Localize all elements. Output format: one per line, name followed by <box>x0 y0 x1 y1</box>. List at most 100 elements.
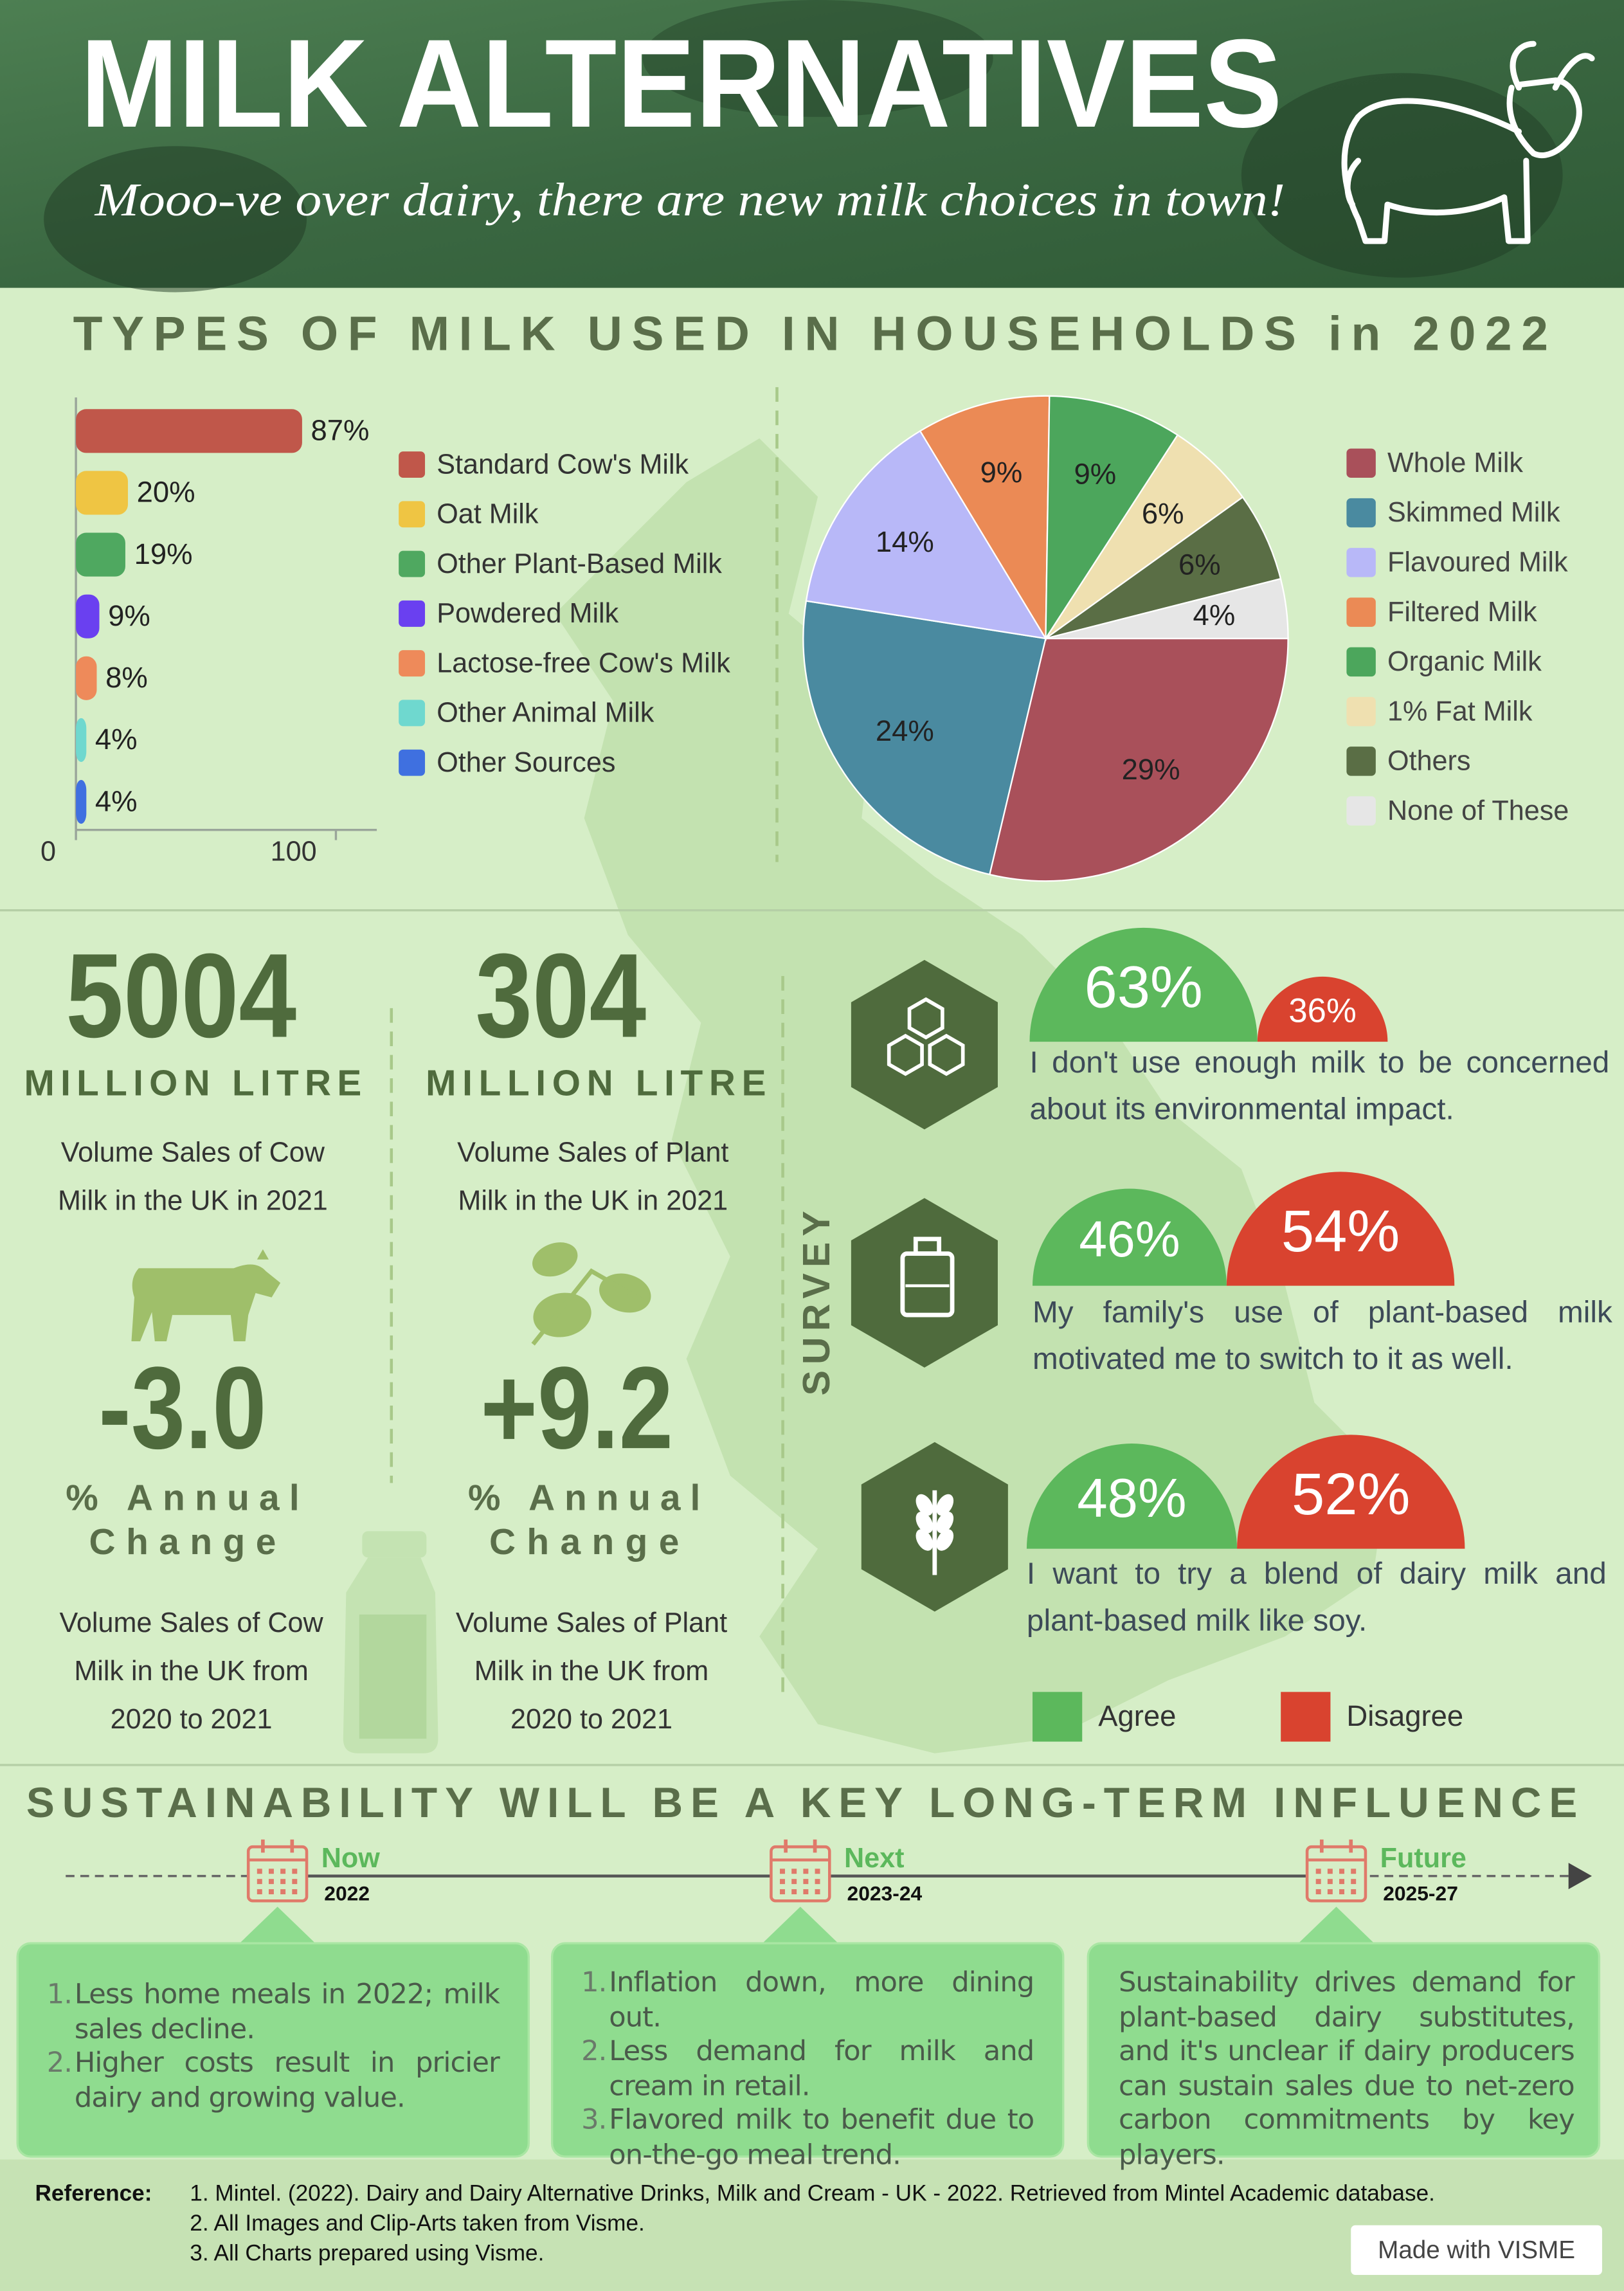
list-marker: 3. <box>581 2104 607 2137</box>
badge-text: Made with VISME <box>1378 2236 1575 2264</box>
bar <box>76 532 125 577</box>
legend-label: Skimmed Milk <box>1387 497 1560 528</box>
legend-swatch <box>1346 597 1376 627</box>
calendar-dot <box>268 1879 274 1885</box>
calendar-dot <box>257 1889 262 1895</box>
calendar-dot <box>780 1879 785 1885</box>
badge-box <box>1351 2225 1602 2275</box>
pie-slice <box>1045 496 1282 640</box>
subtitle: Mooo-ve over dairy, there are new milk c… <box>95 174 1285 226</box>
legend-swatch <box>1346 696 1376 727</box>
calendar-dot <box>815 1879 820 1885</box>
legend-swatch <box>399 650 426 677</box>
legend-label: Whole Milk <box>1387 448 1523 478</box>
bottle-icon <box>343 1531 438 1753</box>
hex-icon-part <box>887 1033 924 1076</box>
stage-date: 2023-24 <box>847 1882 923 1905</box>
legend-label: Lactose-free Cow's Milk <box>437 647 730 678</box>
list-item: 2. Less demand for milk and cream in reta… <box>581 2035 1034 2104</box>
calendar-dot <box>803 1869 809 1874</box>
value-label: 9% <box>1074 457 1117 490</box>
stat-unit: MILLION LITRE <box>426 1063 766 1103</box>
calendar-dot <box>257 1879 262 1885</box>
stat-description: Milk in the UK in 2021 <box>458 1186 728 1217</box>
calendar-dot <box>292 1889 298 1895</box>
legend-swatch <box>399 749 426 776</box>
calendar-dot <box>292 1869 298 1874</box>
stat-description: Volume Sales of Cow <box>61 1137 325 1168</box>
hexagon <box>851 1198 998 1368</box>
leaves-icon <box>531 1242 651 1346</box>
legend-swatch <box>1346 498 1376 528</box>
calendar-dot <box>1351 1869 1357 1874</box>
stage-box <box>550 1942 1065 2158</box>
stat-description: Volume Sales of Plant <box>457 1137 728 1168</box>
calendar-dot <box>1327 1879 1333 1885</box>
bar <box>76 409 302 453</box>
value-label: 54% <box>1281 1198 1400 1264</box>
calendar-dot <box>1351 1879 1357 1885</box>
value-label: 20% <box>137 476 195 509</box>
value-label: 6% <box>1178 548 1221 581</box>
value-label: 24% <box>876 714 934 747</box>
list-item: 3. Flavored milk to benefit due to on-the… <box>581 2104 1034 2173</box>
calendar-dot <box>1315 1879 1321 1885</box>
calendar-dot <box>780 1889 785 1895</box>
stage-label: Now <box>321 1843 381 1874</box>
value-label: 36% <box>1288 992 1356 1029</box>
stage-label: Future <box>1380 1843 1466 1874</box>
calendar-dot <box>1315 1869 1321 1874</box>
survey-statement: My family's use of plant-based milk moti… <box>1033 1296 1612 1377</box>
pie-slice <box>988 637 1289 882</box>
calendar-dot <box>1351 1889 1357 1895</box>
stage-box <box>1087 1942 1601 2158</box>
list-marker: 2. <box>46 2047 73 2079</box>
survey-statement: I don't use enough milk to be concerned … <box>1029 1046 1610 1127</box>
calendar-dot <box>268 1869 274 1874</box>
calendar-dot <box>791 1879 797 1885</box>
stage-box <box>16 1942 530 2158</box>
legend-label: Others <box>1387 746 1470 777</box>
stage-list: 1. Less home meals in 2022; milk sales de… <box>47 1979 500 2116</box>
stat-description: Milk in the UK in 2021 <box>58 1186 328 1217</box>
semicircle <box>1257 976 1388 1042</box>
calendar-dot <box>815 1889 820 1895</box>
list-marker: 2. <box>581 2035 607 2068</box>
hex-icon-part <box>916 1494 934 1516</box>
timeline-arrow <box>1568 1863 1592 1890</box>
value-label: 46% <box>1079 1211 1180 1267</box>
hex-icon <box>916 1490 954 1575</box>
list-item: 1. Less home meals in 2022; milk sales de… <box>47 1979 500 2047</box>
pie-slice <box>1045 395 1179 641</box>
stage-date: 2022 <box>324 1882 370 1905</box>
value-label: 9% <box>980 456 1023 489</box>
list-marker: 1. <box>46 1978 73 2011</box>
calendar-dot <box>1339 1889 1345 1895</box>
stat-change-description: Milk in the UK from <box>474 1656 708 1687</box>
legend-swatch <box>399 451 426 478</box>
list-text: Inflation down, more dining out. <box>609 1966 1034 2033</box>
stat-value: 5004 <box>66 929 296 1063</box>
value-label: 29% <box>1122 753 1180 786</box>
legend-label: Standard Cow's Milk <box>437 449 689 480</box>
stage-text: Sustainability drives demand for plant-b… <box>1119 1966 1575 2171</box>
calendar-dot <box>1339 1869 1345 1874</box>
calendar-dot <box>803 1889 809 1895</box>
legend-label: Filtered Milk <box>1387 597 1537 628</box>
legend-label: Other Animal Milk <box>437 698 654 729</box>
legend-label: Other Sources <box>437 747 615 778</box>
legend-swatch <box>1033 1692 1083 1742</box>
value-label: 63% <box>1084 954 1202 1020</box>
value-label: 4% <box>1193 599 1236 631</box>
reference-label: Reference: <box>35 2180 152 2205</box>
semicircle <box>1226 1172 1455 1286</box>
hex-icon-part <box>907 997 944 1040</box>
semicircle <box>1033 1188 1227 1286</box>
calendar-dot <box>292 1879 298 1885</box>
timeline-title: SUSTAINABILITY WILL BE A KEY LONG-TERM I… <box>26 1779 1577 1826</box>
list-item: 2. Higher costs result in pricier dairy a… <box>47 2047 500 2115</box>
title: MILK ALTERNATIVES <box>80 14 1283 154</box>
legend-label: Agree <box>1098 1699 1176 1732</box>
pie-slice <box>805 430 1047 640</box>
